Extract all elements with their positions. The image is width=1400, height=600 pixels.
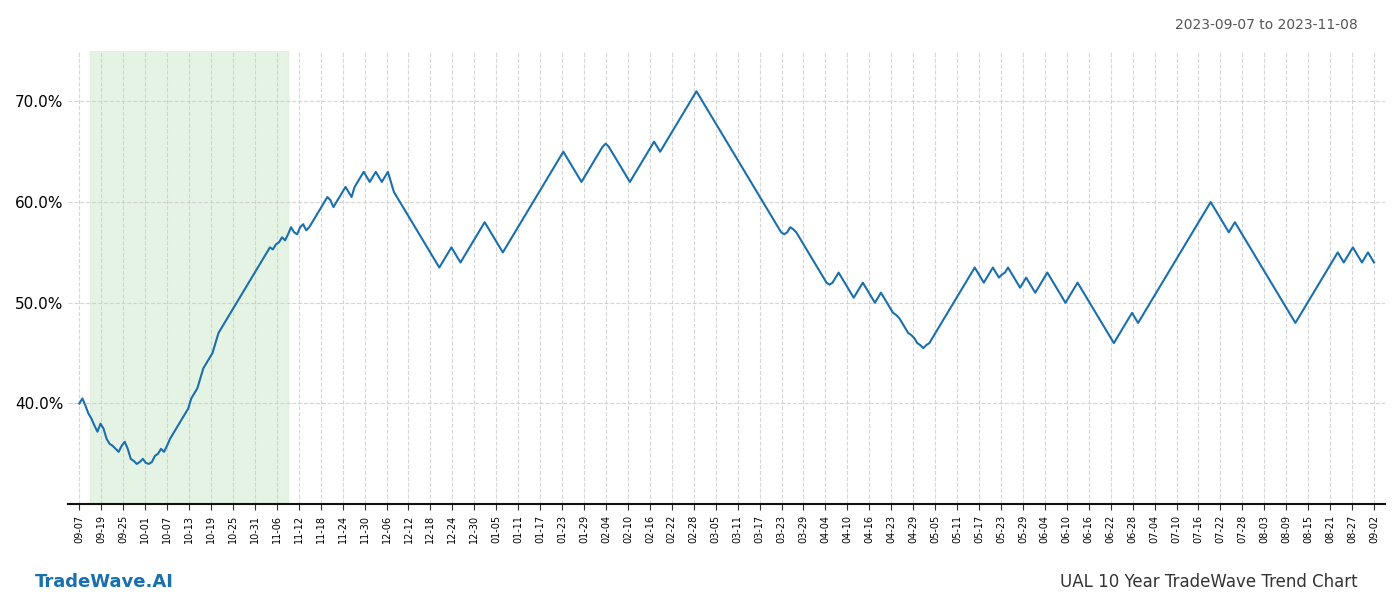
Text: 2023-09-07 to 2023-11-08: 2023-09-07 to 2023-11-08 (1175, 18, 1358, 32)
Bar (91, 51, 288, 504)
Text: UAL 10 Year TradeWave Trend Chart: UAL 10 Year TradeWave Trend Chart (1060, 573, 1358, 591)
Text: TradeWave.AI: TradeWave.AI (35, 573, 174, 591)
